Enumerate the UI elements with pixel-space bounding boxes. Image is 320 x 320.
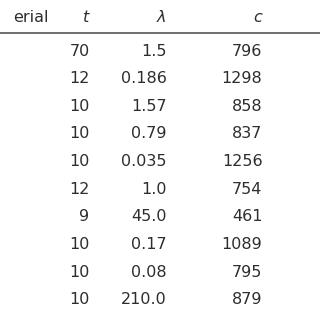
- Text: 45.0: 45.0: [131, 209, 166, 224]
- Text: 858: 858: [232, 99, 262, 114]
- Text: 1.5: 1.5: [141, 44, 166, 59]
- Text: erial: erial: [13, 10, 48, 25]
- Text: 9: 9: [79, 209, 90, 224]
- Text: λ: λ: [157, 10, 166, 25]
- Text: 796: 796: [232, 44, 262, 59]
- Text: 0.035: 0.035: [121, 154, 166, 169]
- Text: 10: 10: [69, 292, 90, 307]
- Text: 10: 10: [69, 126, 90, 141]
- Text: 10: 10: [69, 265, 90, 280]
- Text: 12: 12: [69, 182, 90, 197]
- Text: 1089: 1089: [222, 237, 262, 252]
- Text: 210.0: 210.0: [121, 292, 166, 307]
- Text: 1298: 1298: [222, 71, 262, 86]
- Text: 10: 10: [69, 154, 90, 169]
- Text: 837: 837: [232, 126, 262, 141]
- Text: 10: 10: [69, 237, 90, 252]
- Text: 0.186: 0.186: [121, 71, 166, 86]
- Text: 0.17: 0.17: [131, 237, 166, 252]
- Text: 1.57: 1.57: [131, 99, 166, 114]
- Text: 1256: 1256: [222, 154, 262, 169]
- Text: 879: 879: [232, 292, 262, 307]
- Text: 461: 461: [232, 209, 262, 224]
- Text: 754: 754: [232, 182, 262, 197]
- Text: t: t: [83, 10, 90, 25]
- Text: 0.08: 0.08: [131, 265, 166, 280]
- Text: 795: 795: [232, 265, 262, 280]
- Text: 1.0: 1.0: [141, 182, 166, 197]
- Text: 10: 10: [69, 99, 90, 114]
- Text: c: c: [254, 10, 262, 25]
- Text: 70: 70: [69, 44, 90, 59]
- Text: 12: 12: [69, 71, 90, 86]
- Text: 0.79: 0.79: [131, 126, 166, 141]
